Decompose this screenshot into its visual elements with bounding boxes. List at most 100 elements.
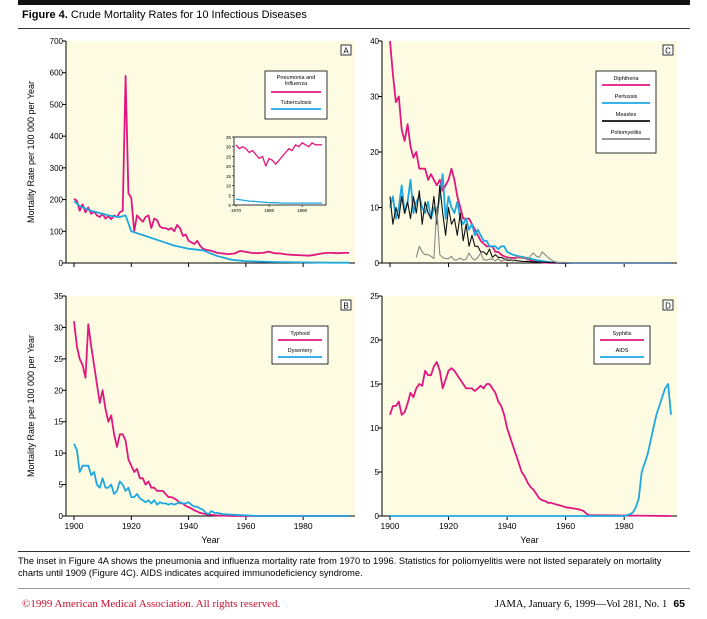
y-tick-label: 0 — [59, 512, 64, 521]
panel-label-box — [340, 44, 352, 56]
inset-y-tick-label: 5 — [228, 193, 231, 198]
legend-label: Dysentery — [288, 348, 313, 354]
y-tick-label: 200 — [50, 196, 64, 205]
y-axis-label: Mortality Rate per 100 000 per Year — [26, 335, 36, 477]
series-line-poliomyelitis — [415, 206, 671, 264]
y-tick-label: 30 — [54, 323, 63, 332]
y-tick-label: 500 — [50, 100, 64, 109]
series-line-pertussis — [389, 173, 671, 264]
legend-label: Pneumonia and — [277, 75, 316, 81]
page-number: 65 — [673, 598, 685, 610]
series-line-tuberculosis — [73, 200, 349, 264]
y-tick-label: 15 — [54, 418, 63, 427]
y-tick-label: 10 — [54, 449, 63, 458]
x-tick-label: 1960 — [236, 521, 255, 531]
y-tick-label: 600 — [50, 69, 64, 78]
panel-b: 0 5 10 15 20 25 30 35 1900 1920 1940 1960 1980 Year Mo… — [26, 292, 355, 545]
y-tick-label: 10 — [370, 204, 379, 213]
panel-label: C — [665, 47, 671, 56]
y-tick-label: 5 — [375, 468, 380, 477]
legend-label: Measles — [616, 112, 637, 118]
x-axis-label: Year — [201, 535, 219, 545]
inset-y-tick-label: 25 — [226, 154, 232, 159]
inset-y-tick-label: 30 — [226, 145, 232, 150]
x-tick-label: 1960 — [556, 521, 575, 531]
x-tick-label: 1920 — [439, 521, 458, 531]
legend: Diphtheria Pertussis Measles Poliomyelitis — [595, 70, 657, 154]
y-axis-label: Mortality Rate per 100 000 per Year — [26, 81, 36, 223]
legend: Typhoid Dysentery — [271, 325, 329, 365]
legend-label: Influenza — [285, 81, 308, 87]
x-tick-label: 1980 — [294, 521, 313, 531]
x-axis-label: Year — [520, 535, 538, 545]
inset-chart: 0 5 10 15 20 25 30 35 1970 1980 1990 — [226, 135, 327, 213]
y-tick-label: 0 — [375, 512, 380, 521]
panel-label-box — [662, 44, 674, 56]
y-tick-label: 0 — [375, 259, 380, 268]
inset-y-tick-label: 10 — [226, 184, 232, 189]
caption-rule — [18, 551, 690, 552]
x-tick-label: 1940 — [498, 521, 517, 531]
series-line-pneumonia-and-influenza — [73, 75, 349, 257]
inset-y-tick-label: 15 — [226, 174, 232, 179]
y-tick-label: 100 — [50, 227, 64, 236]
panel-label: B — [343, 302, 348, 311]
series-line-aids — [390, 383, 672, 517]
top-rule — [18, 0, 690, 5]
y-tick-label: 20 — [370, 148, 379, 157]
legend-box — [264, 70, 328, 120]
title-rule — [18, 28, 690, 29]
series-line-syphilis — [389, 361, 672, 517]
series-group — [389, 361, 672, 517]
legend-label: Poliomyelitis — [611, 130, 642, 136]
panel-label-box — [662, 299, 674, 311]
y-tick-label: 700 — [50, 37, 64, 46]
series-group — [389, 40, 671, 264]
inset-series-line-pneumonia-and-influenza — [235, 142, 322, 167]
inset-y-tick-label: 35 — [226, 135, 232, 140]
series-line-dysentery — [73, 443, 349, 517]
legend-label: Syphilis — [613, 331, 632, 337]
inset-series-line-tuberculosis — [235, 198, 322, 204]
y-tick-label: 10 — [370, 424, 379, 433]
footer-rule — [18, 588, 690, 589]
series-group — [73, 75, 349, 264]
inset-y-tick-label: 20 — [226, 164, 232, 169]
journal-citation: JAMA, January 6, 1999—Vol 281, No. 1 65 — [495, 598, 685, 610]
y-tick-label: 35 — [54, 292, 63, 301]
inset-x-tick-label: 1980 — [264, 208, 275, 213]
figure-title: Figure 4. Crude Mortality Rates for 10 I… — [22, 9, 307, 21]
y-tick-label: 40 — [370, 37, 379, 46]
journal-issue: JAMA, January 6, 1999—Vol 281, No. 1 — [494, 599, 668, 610]
legend-label: Pertussis — [615, 94, 638, 100]
series-line-diphtheria — [389, 40, 671, 264]
figure-caption: The inset in Figure 4A shows the pneumon… — [18, 556, 662, 578]
panel-label-box — [340, 299, 352, 311]
y-tick-label: 30 — [370, 93, 379, 102]
x-tick-label: 1920 — [122, 521, 141, 531]
legend-label: Diphtheria — [613, 76, 639, 82]
legend-label: Tuberculosis — [281, 100, 312, 106]
series-line-typhoid — [73, 320, 349, 517]
legend-label: Typhoid — [290, 331, 309, 337]
y-tick-label: 0 — [59, 259, 64, 268]
panel-label: D — [665, 302, 671, 311]
x-tick-label: 1900 — [65, 521, 84, 531]
panel-label: A — [343, 47, 349, 56]
y-tick-label: 400 — [50, 132, 64, 141]
x-tick-label: 1900 — [381, 521, 400, 531]
y-tick-label: 20 — [370, 336, 379, 345]
y-tick-label: 15 — [370, 380, 379, 389]
inset-x-tick-label: 1970 — [231, 208, 242, 213]
y-tick-label: 25 — [370, 292, 379, 301]
y-tick-label: 5 — [59, 481, 64, 490]
series-group — [73, 320, 349, 517]
series-line-measles — [389, 184, 671, 264]
inset-y-tick-label: 0 — [228, 203, 231, 208]
y-tick-label: 25 — [54, 355, 63, 364]
y-tick-label: 300 — [50, 164, 64, 173]
panel-c: 0 10 20 30 40 C Diphtheria Pertussis Measles Poli… — [370, 37, 677, 268]
